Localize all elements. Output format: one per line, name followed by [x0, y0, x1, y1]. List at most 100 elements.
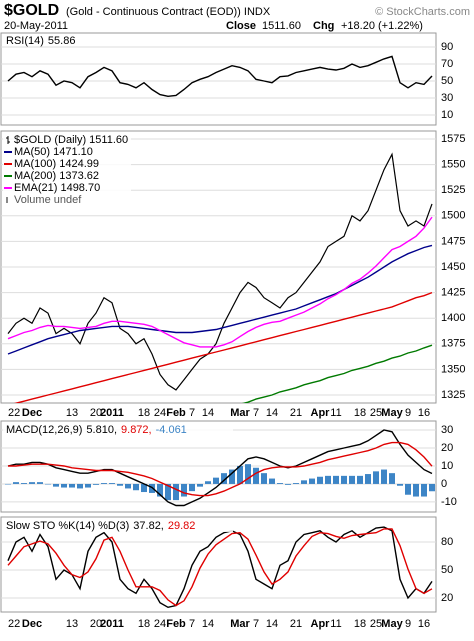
legend-value: 55.86	[48, 35, 76, 47]
legend-box	[3, 519, 233, 532]
plot-area	[7, 526, 433, 609]
series-line	[7, 55, 433, 98]
histogram-bar	[29, 482, 35, 484]
histogram-bar	[365, 474, 371, 484]
x-tick-label: 11	[330, 407, 341, 419]
legend-box	[3, 423, 233, 436]
series-line	[14, 291, 433, 403]
y-tick-label: 1350	[441, 363, 465, 375]
y-tick-label: 20	[441, 592, 453, 604]
x-tick-label: Mar	[230, 618, 250, 630]
close-label: Close	[226, 20, 256, 32]
legend-value: 37.82,	[133, 520, 164, 532]
histogram-bar	[421, 483, 427, 497]
histogram-bar	[397, 483, 403, 486]
x-tick-label: 22	[8, 618, 20, 630]
x-tick-label: Dec	[22, 407, 42, 419]
legend-title: Slow STO %K(14) %D(3)	[6, 520, 129, 532]
histogram-bar	[141, 483, 147, 493]
x-tick-label: 20	[90, 618, 102, 630]
legend-entry: MA(100) 1424.99	[14, 158, 99, 170]
histogram-bar	[245, 464, 251, 484]
legend-swatch	[6, 136, 10, 144]
x-tick-label: 18	[138, 407, 150, 419]
legend-value: 9.872,	[121, 424, 152, 436]
histogram-bar	[69, 483, 75, 488]
close: 1511.60	[262, 20, 301, 32]
panel-legend: Slow STO %K(14) %D(3) 37.82, 29.82	[6, 520, 195, 532]
x-tick-label: Dec	[22, 618, 42, 630]
x-tick-label: 18	[138, 618, 150, 630]
x-tick-label: 14	[266, 618, 278, 630]
y-tick-label: 80	[441, 536, 453, 548]
legend-entry: MA(200) 1373.62	[14, 170, 99, 182]
x-tick-label: 7	[189, 618, 195, 630]
histogram-bar	[269, 478, 275, 484]
x-tick-label: 11	[330, 618, 341, 630]
y-tick-label: 10	[441, 460, 453, 472]
panel-frame	[0, 420, 437, 513]
histogram-bar	[101, 483, 107, 484]
x-tick-label: 14	[202, 407, 214, 419]
histogram-bar	[21, 483, 27, 484]
y-tick-label: 50	[441, 75, 453, 87]
y-tick-label: 30	[441, 424, 453, 436]
chg: +18.20 (+1.22%)	[341, 20, 423, 32]
x-tick-label: 21	[290, 618, 302, 630]
y-tick-label: 0	[441, 478, 447, 490]
y-tick-label: 30	[441, 92, 453, 104]
histogram-bar	[109, 483, 115, 484]
x-tick-label: Feb	[166, 407, 186, 419]
series-line	[7, 526, 433, 609]
histogram-bar	[45, 483, 51, 485]
x-tick-label: 16	[418, 618, 430, 630]
histogram-bar	[373, 471, 379, 484]
plot-area	[7, 55, 433, 98]
y-tick-label: 70	[441, 58, 453, 70]
y-tick-label: -10	[441, 496, 457, 508]
y-tick-label: 1325	[441, 389, 465, 401]
x-tick-label: 13	[66, 618, 78, 630]
histogram-bar	[349, 475, 355, 484]
y-tick-label: 1500	[441, 210, 465, 222]
series-line	[8, 441, 433, 497]
legend-title: RSI(14)	[6, 35, 44, 47]
histogram-bar	[125, 483, 131, 489]
histogram-bar	[309, 478, 315, 484]
histogram-bar	[205, 481, 211, 484]
histogram-bar	[213, 477, 219, 484]
x-tick-label: 7	[189, 407, 195, 419]
y-tick-label: 1575	[441, 133, 465, 145]
histogram-bar	[181, 483, 187, 497]
x-tick-label: 18	[354, 407, 366, 419]
credit: © StockCharts.com	[375, 6, 470, 18]
x-tick-label: 13	[66, 407, 78, 419]
series-line	[7, 429, 433, 507]
panel-legend: MACD(12,26,9) 5.810, 9.872, -4.061	[6, 424, 187, 436]
x-tick-label: 2011	[100, 618, 124, 630]
x-tick-label: Apr	[311, 618, 331, 630]
plot-area	[5, 429, 435, 507]
histogram-bar	[301, 480, 307, 484]
x-tick-label: 22	[8, 407, 20, 419]
histogram-bar	[165, 483, 171, 501]
x-tick-label: 9	[405, 618, 411, 630]
x-tick-label: May	[381, 618, 403, 630]
legend-entry: $GOLD (Daily) 1511.60	[14, 134, 128, 146]
histogram-bar	[341, 475, 347, 484]
x-tick-label: 20	[90, 407, 102, 419]
histogram-bar	[261, 473, 267, 484]
histogram-bar	[285, 483, 291, 485]
symbol: $GOLD	[4, 2, 59, 19]
histogram-bar	[37, 482, 43, 484]
series-line	[7, 244, 433, 355]
x-tick-label: Apr	[311, 407, 331, 419]
description: (Gold - Continuous Contract (EOD)) INDX	[66, 6, 271, 18]
x-tick-label: 16	[418, 407, 430, 419]
x-tick-label: 7	[253, 618, 259, 630]
y-tick-label: 1450	[441, 261, 465, 273]
histogram-bar	[197, 483, 203, 487]
histogram-bar	[61, 483, 67, 488]
x-tick-label: 7	[253, 407, 259, 419]
